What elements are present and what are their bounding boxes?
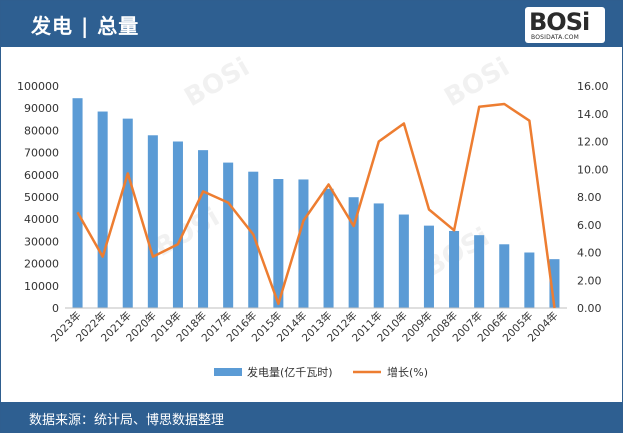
y-right-tick-label: 14.00	[577, 108, 609, 121]
legend-swatch-bar	[214, 368, 242, 376]
brand-logo: BOSi BOSIDATA.COM	[525, 7, 605, 43]
legend-label-bar: 发电量(亿千瓦时)	[247, 365, 333, 379]
bar	[298, 179, 309, 308]
bar	[323, 188, 334, 308]
y-right-tick-label: 0.00	[577, 302, 602, 315]
bar	[147, 135, 158, 308]
bar	[449, 230, 460, 308]
bar	[474, 235, 485, 308]
page-title: 发电 | 总量	[31, 14, 140, 38]
bar	[423, 225, 434, 308]
data-source: 数据来源：统计局、博思数据整理	[29, 413, 225, 428]
y-right-tick-label: 10.00	[577, 163, 609, 176]
y-left-tick-label: 40000	[24, 213, 59, 226]
chart: BOSi BOSi BOSi BOSi 01000020000300004000…	[17, 52, 609, 379]
bar	[273, 179, 284, 308]
footer-bar: 数据来源：统计局、博思数据整理	[1, 402, 622, 432]
bar	[499, 244, 510, 308]
bar	[248, 171, 259, 308]
y-left-tick-label: 30000	[24, 235, 59, 248]
bar	[398, 214, 409, 308]
y-right-tick-label: 16.00	[577, 80, 609, 93]
bar	[172, 141, 183, 308]
svg-text:BOSi: BOSi	[180, 52, 255, 113]
y-left-tick-label: 80000	[24, 124, 59, 137]
y-right-tick-label: 4.00	[577, 247, 602, 260]
y-right-tick-label: 2.00	[577, 274, 602, 287]
growth-line	[76, 102, 556, 309]
bar	[549, 259, 560, 308]
y-right-tick-label: 8.00	[577, 191, 602, 204]
y-left-tick-label: 20000	[24, 258, 59, 271]
y-left-tick-label: 0	[52, 302, 59, 315]
y-left-tick-label: 70000	[24, 147, 59, 160]
plot-area: 0 10000 20000 30000 40000 50000 60000 70000 8000…	[17, 80, 609, 379]
bar	[122, 118, 133, 308]
logo-text: BOSi	[529, 8, 590, 36]
bar	[72, 98, 83, 309]
y-left-tick-label: 10000	[24, 280, 59, 293]
bar	[97, 111, 108, 308]
bar	[524, 252, 535, 308]
y-left-tick-label: 60000	[24, 169, 59, 182]
y-right-tick-label: 6.00	[577, 219, 602, 232]
y-left-tick-label: 50000	[24, 191, 59, 204]
y-left-tick-label: 100000	[17, 80, 59, 93]
legend-label-line: 增长(%)	[387, 365, 428, 379]
bar	[348, 197, 359, 308]
header-bar: 发电 | 总量 BOSi BOSIDATA.COM	[1, 1, 622, 47]
logo-subtext: BOSIDATA.COM	[531, 34, 580, 41]
y-left-tick-label: 90000	[24, 102, 59, 115]
bar	[223, 162, 234, 308]
bar	[373, 203, 384, 308]
y-right-tick-label: 12.00	[577, 136, 609, 149]
bar	[198, 150, 209, 308]
